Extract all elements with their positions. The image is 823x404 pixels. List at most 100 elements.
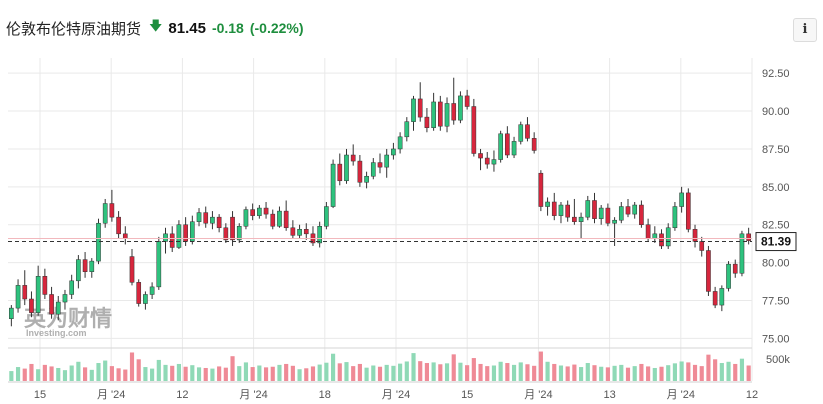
candle-body	[96, 222, 101, 262]
y-tick-label: 77.50	[762, 296, 790, 308]
candle-body	[243, 209, 249, 227]
volume-bar	[96, 363, 101, 381]
candle-body	[9, 307, 14, 319]
candle-body	[42, 276, 48, 295]
candle-body	[592, 200, 597, 219]
candle-body	[35, 276, 41, 313]
volume-bar	[223, 367, 228, 381]
x-tick-label: 月 '24	[239, 389, 267, 401]
candle-body	[625, 206, 631, 215]
volume-bar	[143, 367, 148, 381]
volume-bar	[585, 363, 590, 381]
volume-bar	[538, 351, 543, 381]
candle-body	[518, 124, 524, 142]
volume-bar	[485, 366, 490, 381]
candle-body	[344, 154, 349, 182]
candle-body	[531, 138, 537, 151]
candle-body	[176, 224, 182, 248]
volume-bar	[263, 367, 269, 381]
volume-tick-label: 500k	[766, 354, 790, 366]
candle-body	[69, 280, 75, 295]
candle-body	[478, 153, 483, 159]
volume-bar	[377, 366, 383, 381]
candle-body	[572, 216, 577, 222]
volume-bar	[136, 359, 141, 381]
candle-body	[632, 204, 638, 215]
y-tick-label: 85.00	[762, 182, 790, 194]
volume-bar	[230, 356, 235, 381]
volume-bar	[451, 354, 456, 381]
axes: 92.50 90.00 87.50 85.00 82.50 80.00 77.50 75.00…	[8, 68, 797, 401]
candle-body	[257, 207, 262, 216]
volume-bar	[525, 364, 530, 381]
volume-bars	[9, 351, 751, 381]
candle-body	[397, 136, 403, 150]
volume-bar	[217, 366, 222, 381]
volume-bar	[237, 366, 242, 381]
candle-body	[89, 260, 95, 272]
volume-bar	[666, 365, 671, 381]
candle-body	[578, 216, 584, 222]
candle-body	[652, 233, 658, 239]
volume-bar	[498, 361, 503, 381]
candle-body	[639, 204, 644, 225]
candle-body	[431, 101, 436, 128]
candle-body	[109, 203, 115, 218]
candle-body	[484, 157, 490, 165]
candle-body	[49, 294, 54, 315]
volume-bar	[257, 365, 262, 381]
volume-bar	[659, 366, 664, 381]
candle-body	[122, 233, 128, 239]
volume-bar	[304, 368, 309, 381]
volume-bar	[646, 366, 651, 381]
candles	[9, 77, 751, 327]
volume-bar	[605, 367, 610, 381]
candle-body	[498, 133, 503, 160]
candle-body	[551, 201, 557, 216]
candle-body	[116, 216, 121, 235]
volume-bar	[297, 369, 302, 381]
candle-body	[29, 298, 34, 313]
volume-bar	[418, 361, 423, 381]
candle-body	[15, 285, 21, 309]
candle-body	[102, 203, 108, 224]
candle-body	[297, 229, 302, 236]
volume-bar	[458, 362, 463, 381]
candle-body	[558, 204, 564, 216]
volume-bar	[545, 361, 550, 381]
grid-lines	[8, 58, 753, 381]
volume-bar	[398, 363, 403, 381]
candle-body	[330, 163, 336, 207]
volume-bar	[505, 363, 510, 381]
last-price: 81.45	[168, 19, 206, 37]
candle-body	[444, 103, 450, 127]
candle-body	[491, 159, 497, 165]
info-button[interactable]: i	[793, 18, 817, 42]
volume-bar	[176, 363, 181, 381]
volume-bar	[391, 365, 396, 381]
candle-body	[585, 200, 591, 218]
volume-bar	[625, 367, 631, 381]
volume-bar	[733, 363, 738, 381]
candle-body	[364, 175, 369, 183]
x-tick-label: 15	[34, 389, 46, 401]
candle-body	[223, 227, 229, 241]
volume-bar	[404, 361, 409, 381]
volume-bar	[42, 364, 47, 381]
x-tick-label: 15	[461, 389, 473, 401]
candle-body	[203, 212, 209, 224]
candle-body	[129, 256, 135, 283]
candle-body	[746, 233, 751, 241]
candle-body	[196, 212, 202, 222]
candle-body	[317, 226, 323, 244]
volume-bar	[713, 359, 718, 381]
volume-bar	[364, 367, 369, 381]
volume-bar	[290, 365, 295, 381]
candle-body	[692, 229, 698, 242]
x-tick-label: 月 '24	[382, 389, 410, 401]
candle-body	[451, 103, 457, 121]
volume-bar	[163, 364, 168, 381]
volume-bar	[672, 363, 677, 381]
volume-bar	[478, 363, 483, 381]
volume-bar	[726, 361, 731, 381]
